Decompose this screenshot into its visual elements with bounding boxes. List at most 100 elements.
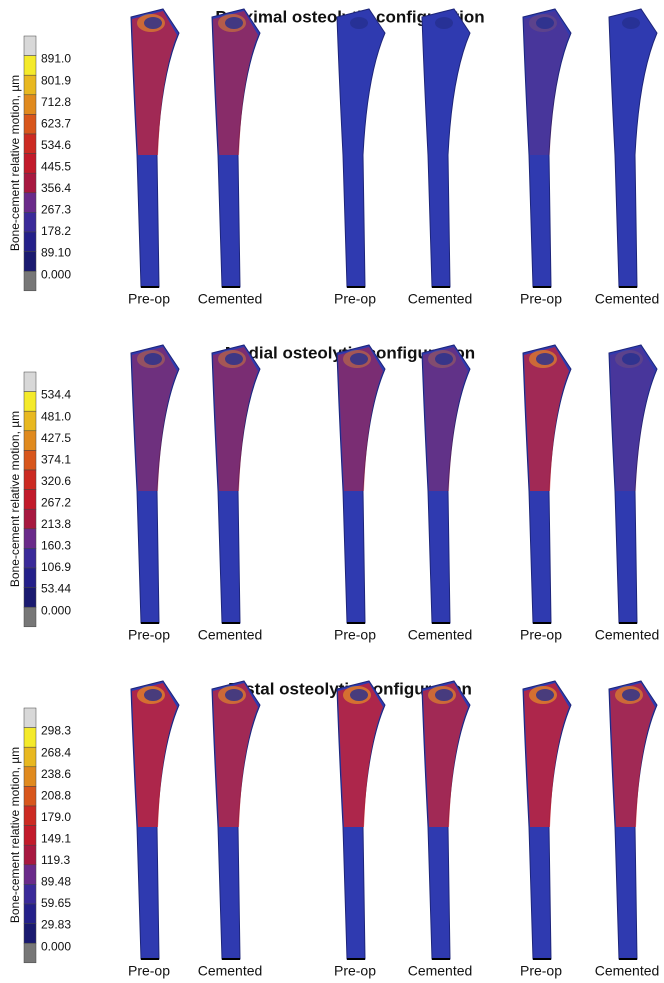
colorbar-label: Bone-cement relative motion, µm [8, 75, 22, 251]
stem-label: Cemented [408, 291, 473, 307]
stem-neck [622, 353, 640, 365]
stem-heat [132, 11, 177, 155]
colorbar-segment [24, 252, 36, 272]
colorbar-tick-label: 534.4 [41, 388, 71, 402]
colorbar-tick-label: 712.8 [41, 95, 71, 109]
stem-label: Pre-op [334, 291, 376, 307]
stem-label: Cemented [198, 963, 263, 979]
colorbar-segment [24, 728, 36, 748]
colorbar-tick-label: 149.1 [41, 831, 71, 845]
stem-heat [132, 683, 177, 827]
panel: Proximal osteolytic configuration891.080… [8, 7, 659, 306]
stem-label: Cemented [408, 627, 473, 643]
colorbar-tick-label: 0.000 [41, 939, 71, 953]
colorbar-segment [24, 75, 36, 95]
colorbar-segment [24, 845, 36, 865]
stem-label: Pre-op [334, 627, 376, 643]
stem-heat [338, 347, 383, 491]
stem-heat [524, 347, 569, 491]
stem-heat [423, 683, 468, 827]
colorbar-tick-label: 374.1 [41, 452, 71, 466]
colorbar-tick-label: 59.65 [41, 896, 71, 910]
colorbar-segment [24, 607, 36, 627]
stem-label: Pre-op [520, 291, 562, 307]
colorbar-tick-label: 106.9 [41, 560, 71, 574]
colorbar-tick-label: 267.3 [41, 203, 71, 217]
stem [609, 9, 657, 287]
colorbar-segment [24, 193, 36, 213]
colorbar-tick-label: 119.3 [41, 853, 70, 867]
colorbar-tick-label: 0.000 [41, 603, 71, 617]
stem-neck [622, 689, 640, 701]
stem-heat [524, 683, 569, 827]
stem-heat [423, 347, 468, 491]
stem-label: Pre-op [520, 963, 562, 979]
stem-heat [213, 683, 258, 827]
stem-heat [132, 347, 177, 491]
colorbar-tick-label: 427.5 [41, 431, 71, 445]
colorbar-segment [24, 431, 36, 451]
stem-heat [610, 347, 655, 491]
stem [337, 9, 385, 287]
colorbar-tick-label: 623.7 [41, 116, 71, 130]
colorbar-tick-label: 178.2 [41, 224, 71, 238]
stem-label: Cemented [595, 291, 660, 307]
colorbar-segment [24, 786, 36, 806]
colorbar-segment [24, 865, 36, 885]
colorbar-tick-label: 445.5 [41, 159, 71, 173]
figure: Proximal osteolytic configuration891.080… [0, 0, 664, 983]
colorbar-segment [24, 943, 36, 963]
colorbar-segment [24, 392, 36, 412]
stem-heat [524, 11, 569, 155]
stem-neck [144, 17, 162, 29]
panel: Medial osteolytic configuration534.4481.… [8, 343, 659, 642]
colorbar-segment [24, 470, 36, 490]
stem-label: Cemented [198, 627, 263, 643]
colorbar-segment [24, 904, 36, 924]
colorbar-segment [24, 173, 36, 193]
stem-neck [144, 689, 162, 701]
colorbar-segment [24, 154, 36, 174]
stem-label: Cemented [595, 627, 660, 643]
colorbar-segment [24, 372, 36, 392]
stem-heat [610, 683, 655, 827]
colorbar-label: Bone-cement relative motion, µm [8, 747, 22, 923]
colorbar-tick-label: 160.3 [41, 539, 71, 553]
colorbar-tick-label: 0.000 [41, 267, 71, 281]
colorbar-tick-label: 53.44 [41, 582, 71, 596]
colorbar-segment [24, 708, 36, 728]
stem-heat [213, 347, 258, 491]
stem-label: Pre-op [128, 963, 170, 979]
colorbar-segment [24, 134, 36, 154]
stem-neck [435, 353, 453, 365]
stem-label: Pre-op [128, 291, 170, 307]
colorbar-tick-label: 179.0 [41, 810, 71, 824]
colorbar-segment [24, 509, 36, 529]
colorbar-tick-label: 213.8 [41, 517, 71, 531]
stem-heat [213, 11, 258, 155]
stem-neck [350, 689, 368, 701]
stem-neck [536, 17, 554, 29]
colorbar-segment [24, 747, 36, 767]
stem [422, 9, 470, 287]
colorbar-tick-label: 534.6 [41, 138, 71, 152]
colorbar-segment [24, 490, 36, 510]
colorbar-segment [24, 588, 36, 608]
colorbar-segment [24, 548, 36, 568]
colorbar-segment [24, 232, 36, 252]
colorbar-tick-label: 267.2 [41, 495, 71, 509]
colorbar-segment [24, 924, 36, 944]
stem-neck [225, 689, 243, 701]
colorbar-segment [24, 56, 36, 76]
colorbar-segment [24, 450, 36, 470]
stem-neck [225, 17, 243, 29]
stem-neck [144, 353, 162, 365]
stem-label: Cemented [595, 963, 660, 979]
colorbar-tick-label: 801.9 [41, 73, 71, 87]
colorbar-tick-label: 356.4 [41, 181, 71, 195]
colorbar-tick-label: 89.48 [41, 875, 71, 889]
stem-neck [350, 353, 368, 365]
colorbar-tick-label: 320.6 [41, 474, 71, 488]
stem-neck [435, 689, 453, 701]
colorbar-tick-label: 238.6 [41, 767, 71, 781]
